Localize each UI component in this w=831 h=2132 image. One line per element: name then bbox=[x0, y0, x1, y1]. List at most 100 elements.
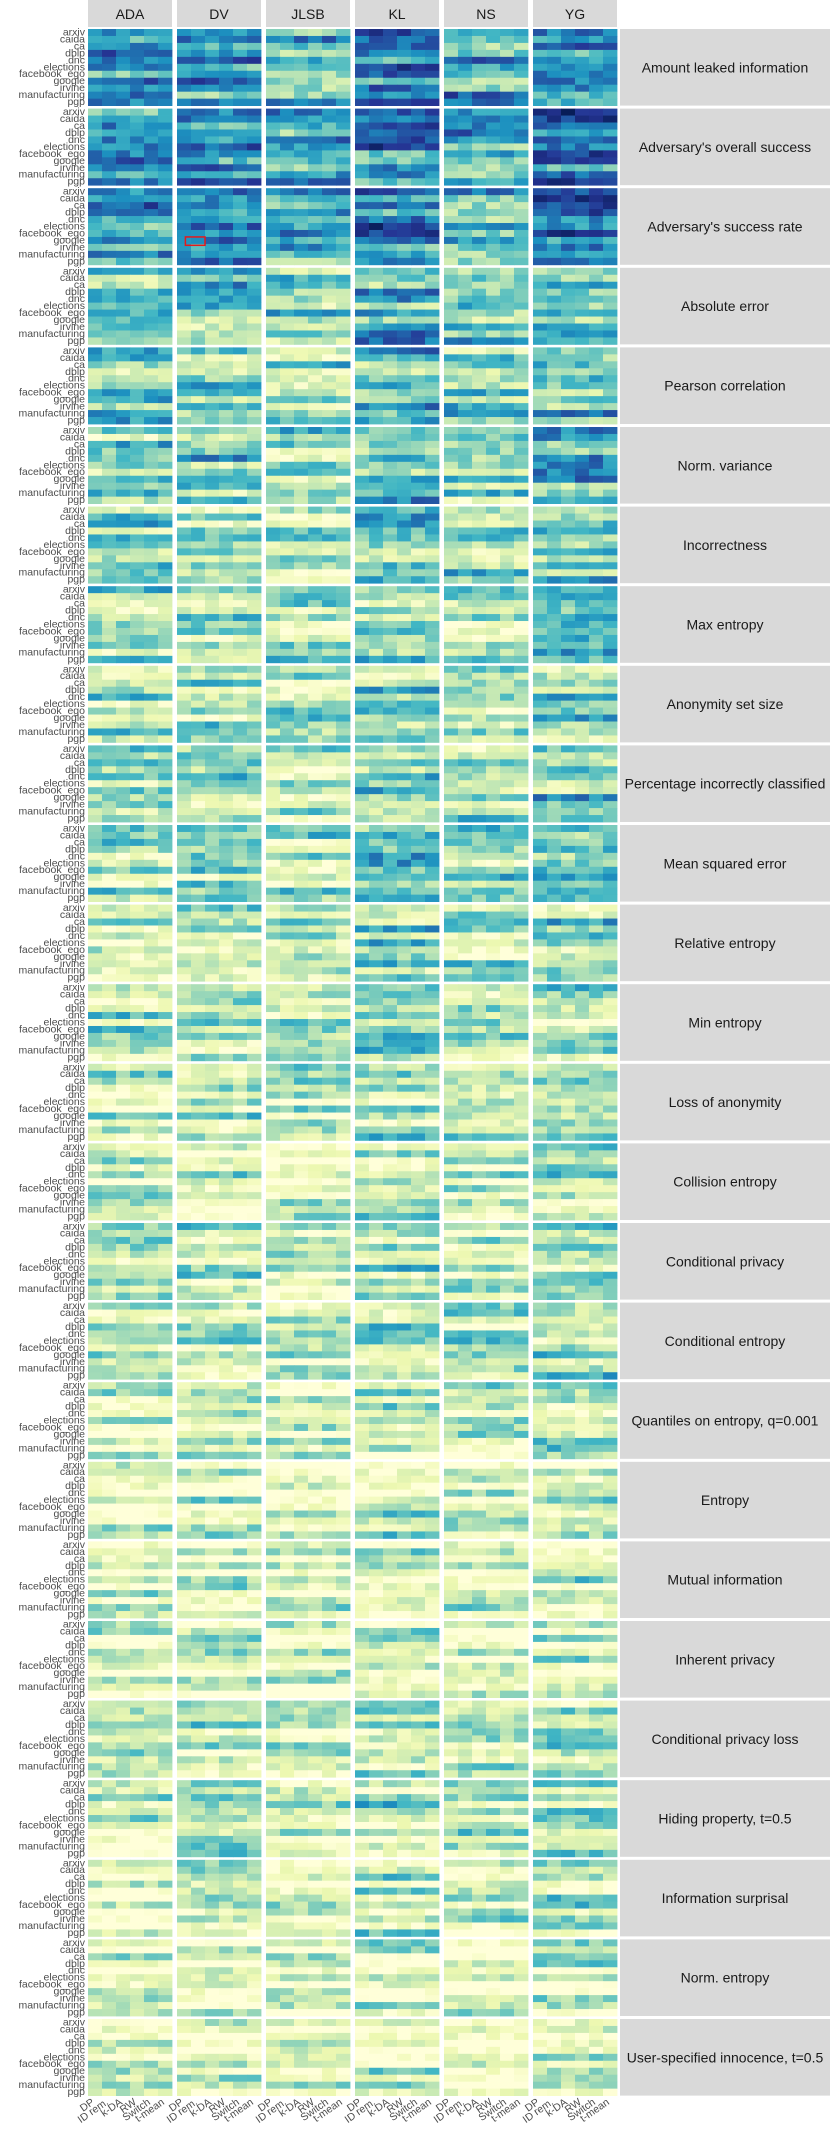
heatmap-cell bbox=[130, 831, 145, 840]
heatmap-cell bbox=[88, 35, 103, 44]
heatmap-cell bbox=[514, 569, 529, 577]
heatmap-cell bbox=[547, 911, 562, 919]
heatmap-cell bbox=[514, 621, 529, 629]
heatmap-cell bbox=[294, 195, 309, 203]
heatmap-cell bbox=[589, 164, 604, 172]
heatmap-cell bbox=[547, 223, 562, 231]
heatmap-cell bbox=[336, 223, 351, 231]
heatmap-cell bbox=[130, 229, 145, 238]
heatmap-cell bbox=[425, 489, 440, 498]
heatmap-cell bbox=[486, 42, 501, 51]
heatmap-cell bbox=[247, 257, 262, 266]
heatmap-cell bbox=[158, 243, 173, 252]
heatmap-cell bbox=[191, 309, 206, 317]
heatmap-cell bbox=[144, 873, 159, 882]
row-label: arxiv bbox=[63, 822, 86, 834]
heatmap-cell bbox=[233, 375, 248, 383]
heatmap-cell bbox=[177, 714, 192, 722]
heatmap-cell bbox=[486, 122, 501, 130]
heatmap-cell bbox=[322, 129, 337, 137]
heatmap-cell bbox=[88, 634, 103, 643]
heatmap-cell bbox=[425, 475, 440, 484]
heatmap-cell bbox=[280, 108, 295, 116]
heatmap-cell bbox=[472, 918, 487, 926]
heatmap-cell bbox=[219, 655, 234, 664]
heatmap-cell bbox=[219, 600, 234, 608]
heatmap-cell bbox=[589, 939, 604, 947]
heatmap-cell bbox=[603, 77, 618, 86]
heatmap-cell bbox=[205, 967, 220, 975]
heatmap-cell bbox=[369, 216, 384, 224]
heatmap-cell bbox=[144, 984, 159, 992]
heatmap-cell bbox=[486, 77, 501, 86]
column-strip-DV bbox=[177, 0, 261, 27]
heatmap-cell bbox=[219, 316, 234, 324]
heatmap-cell bbox=[500, 433, 515, 442]
heatmap-cell bbox=[500, 974, 515, 982]
heatmap-cell bbox=[102, 887, 117, 896]
heatmap-cell bbox=[514, 627, 529, 636]
heatmap-cell bbox=[486, 831, 501, 840]
heatmap-cell bbox=[158, 468, 173, 477]
heatmap-cell bbox=[280, 368, 295, 376]
heatmap-cell bbox=[444, 316, 459, 324]
heatmap-cell bbox=[247, 693, 262, 702]
heatmap-cell bbox=[219, 911, 234, 919]
heatmap-cell bbox=[88, 506, 103, 514]
heatmap-cell bbox=[158, 600, 173, 608]
heatmap-cell bbox=[397, 410, 412, 418]
heatmap-cell bbox=[575, 229, 590, 238]
heatmap-cell bbox=[158, 974, 173, 982]
heatmap-cell bbox=[308, 527, 323, 535]
heatmap-cell bbox=[247, 735, 262, 743]
heatmap-cell bbox=[472, 953, 487, 961]
heatmap-cell bbox=[383, 648, 398, 657]
row-label: caida bbox=[60, 113, 85, 125]
heatmap-cell bbox=[444, 250, 459, 259]
heatmap-cell bbox=[308, 417, 323, 425]
heatmap-cell bbox=[411, 586, 426, 594]
heatmap-cell bbox=[603, 396, 618, 404]
row-label: ca bbox=[74, 438, 85, 450]
heatmap-cell bbox=[458, 555, 473, 563]
heatmap-cell bbox=[425, 672, 440, 681]
heatmap-cell bbox=[280, 880, 295, 889]
heatmap-cell bbox=[444, 417, 459, 425]
heatmap-cell bbox=[219, 56, 234, 65]
heatmap-cell bbox=[158, 614, 173, 622]
heatmap-cell bbox=[514, 721, 529, 729]
heatmap-cell bbox=[219, 825, 234, 833]
heatmap-cell bbox=[514, 243, 529, 252]
heatmap-cell bbox=[355, 780, 370, 788]
heatmap-cell bbox=[308, 780, 323, 788]
heatmap-cell bbox=[294, 468, 309, 477]
heatmap-cell bbox=[177, 845, 192, 854]
heatmap-cell bbox=[472, 600, 487, 608]
heatmap-cell bbox=[294, 440, 309, 449]
heatmap-cell bbox=[444, 672, 459, 681]
heatmap-cell bbox=[177, 229, 192, 238]
heatmap-cell bbox=[533, 178, 548, 186]
heatmap-cell bbox=[116, 932, 131, 940]
heatmap-cell bbox=[130, 98, 145, 106]
heatmap-cell bbox=[205, 496, 220, 504]
heatmap-cell bbox=[472, 257, 487, 266]
heatmap-cell bbox=[191, 621, 206, 629]
heatmap-cell bbox=[514, 354, 529, 362]
heatmap-cell bbox=[500, 513, 515, 521]
heatmap-cell bbox=[603, 250, 618, 259]
heatmap-cell bbox=[547, 700, 562, 708]
heatmap-cell bbox=[102, 496, 117, 504]
heatmap-cell bbox=[547, 475, 562, 484]
heatmap-cell bbox=[397, 569, 412, 577]
heatmap-cell bbox=[383, 216, 398, 224]
heatmap-cell bbox=[322, 665, 337, 674]
heatmap-cell bbox=[158, 1039, 173, 1048]
heatmap-cell bbox=[472, 316, 487, 324]
heatmap-cell bbox=[191, 634, 206, 643]
heatmap-cell bbox=[88, 880, 103, 889]
heatmap-cell bbox=[205, 250, 220, 259]
row-label: ca bbox=[74, 598, 85, 610]
heatmap-cell bbox=[266, 752, 281, 760]
heatmap-cell bbox=[589, 188, 604, 196]
